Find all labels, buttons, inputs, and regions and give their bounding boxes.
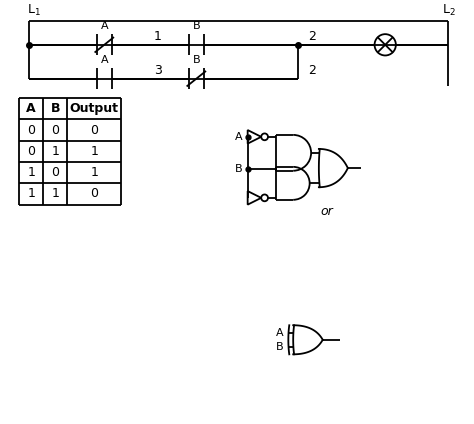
Text: A: A bbox=[276, 327, 283, 338]
Text: Output: Output bbox=[70, 102, 118, 115]
Text: B: B bbox=[51, 102, 60, 115]
Text: B: B bbox=[235, 164, 243, 174]
Text: 0: 0 bbox=[27, 123, 35, 137]
Text: A: A bbox=[100, 21, 108, 31]
Text: A: A bbox=[27, 102, 36, 115]
Text: L$_2$: L$_2$ bbox=[442, 3, 456, 18]
Text: B: B bbox=[192, 21, 200, 31]
Text: B: B bbox=[276, 342, 283, 352]
Text: 0: 0 bbox=[51, 123, 59, 137]
Text: 1: 1 bbox=[51, 145, 59, 158]
Text: 0: 0 bbox=[90, 123, 98, 137]
Text: 1: 1 bbox=[27, 166, 35, 179]
Text: 1: 1 bbox=[154, 30, 162, 43]
Text: 2: 2 bbox=[308, 30, 316, 43]
Text: 1: 1 bbox=[27, 187, 35, 201]
Text: or: or bbox=[321, 205, 334, 218]
Text: 0: 0 bbox=[51, 166, 59, 179]
Text: 1: 1 bbox=[90, 145, 98, 158]
Text: 0: 0 bbox=[27, 145, 35, 158]
Text: A: A bbox=[100, 55, 108, 65]
Text: A: A bbox=[235, 132, 243, 142]
Text: 0: 0 bbox=[90, 187, 98, 201]
Text: 2: 2 bbox=[308, 64, 316, 77]
Text: L$_1$: L$_1$ bbox=[27, 3, 41, 18]
Text: B: B bbox=[192, 55, 200, 65]
Text: 3: 3 bbox=[154, 64, 162, 77]
Text: 1: 1 bbox=[51, 187, 59, 201]
Text: 1: 1 bbox=[90, 166, 98, 179]
